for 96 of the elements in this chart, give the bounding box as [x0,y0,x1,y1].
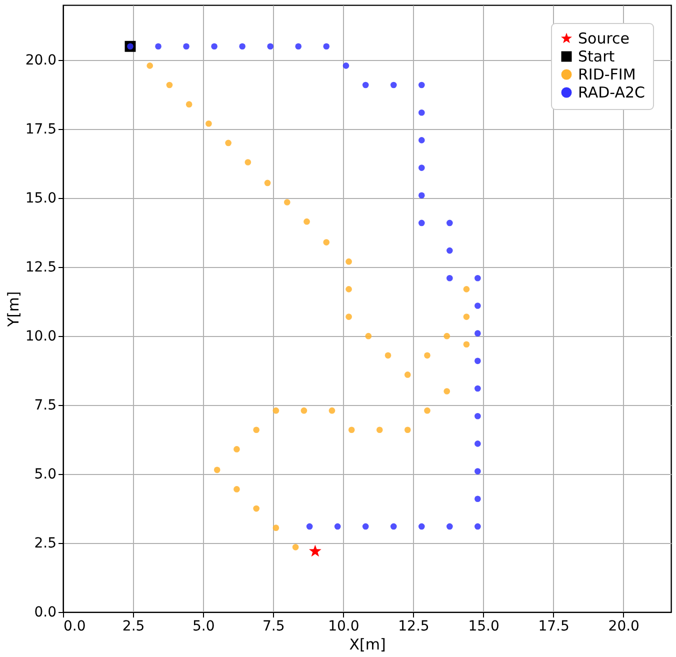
x-tick-label: 0.0 [64,618,86,634]
point [183,43,190,50]
point [225,140,232,146]
x-tick-label: 20.0 [608,618,640,634]
point [253,426,260,434]
point [474,274,481,282]
point [444,332,450,340]
point [334,523,341,530]
point [244,159,252,166]
point [446,247,453,254]
point [323,43,330,50]
point [474,468,481,474]
x-tick-label: 5.0 [192,618,215,634]
point [390,82,397,88]
point [474,330,481,336]
point [474,523,481,530]
point [328,407,336,414]
x-tick-label: 15.0 [468,618,500,634]
point [234,486,240,492]
point [446,523,453,530]
point [463,314,470,320]
point [346,314,352,320]
point [264,180,271,186]
y-tick-label: 7.5 [34,398,56,414]
point [362,523,369,530]
legend-label: RID-FIM [578,66,636,84]
point [365,332,372,340]
point [323,239,330,246]
point [267,43,274,50]
point [463,286,470,292]
point [214,466,220,474]
point [424,352,430,359]
point [272,407,280,414]
point [418,82,425,88]
point [346,258,352,265]
point [211,43,218,50]
point [308,544,322,557]
point [418,137,425,144]
point [474,302,481,309]
point [463,341,470,348]
point [474,440,481,447]
point [300,407,308,414]
point [166,82,173,88]
point [362,82,369,88]
point [390,523,397,530]
point [474,496,481,502]
point [446,220,453,226]
point [404,372,411,378]
point [446,274,453,282]
point [234,446,240,452]
point [348,426,355,434]
point [474,358,481,364]
point [444,388,450,394]
x-tick-label: 12.5 [398,618,430,634]
y-tick-label: 0.0 [34,604,56,620]
point [292,544,299,550]
point [206,120,212,127]
point [404,426,411,434]
point [239,43,246,50]
point [253,505,260,512]
legend-label: Source [578,30,630,48]
point [418,109,425,116]
point [474,412,481,420]
point [146,62,154,69]
point [418,192,425,199]
y-tick-label: 5.0 [34,466,56,483]
x-tick-label: 7.5 [262,618,285,634]
y-tick-label: 2.5 [34,536,56,552]
point [155,43,162,50]
y-tick-label: 10.0 [25,328,56,345]
point [384,352,392,359]
y-tick-label: 20.0 [25,52,56,69]
x-tick-label: 10.0 [328,618,360,634]
point [418,164,425,171]
y-tick-label: 15.0 [25,190,56,207]
x-axis-title: X[m] [349,636,386,654]
x-tick-label: 17.5 [538,618,570,634]
point [346,286,352,292]
point [295,43,302,50]
point [284,199,290,206]
y-tick-label: 17.5 [25,122,56,138]
y-axis-title: Y[m] [4,291,22,328]
point [418,523,425,530]
point [186,101,192,108]
point [474,385,481,392]
point [424,407,430,414]
point [306,523,313,530]
x-tick-label: 2.5 [122,618,145,634]
point [376,426,383,434]
point [418,220,425,226]
point [342,62,350,69]
point [304,218,310,225]
point [272,524,280,532]
legend-label: RAD-A2C [578,84,645,102]
legend-label: Start [578,48,615,66]
y-tick-label: 12.5 [25,260,56,276]
